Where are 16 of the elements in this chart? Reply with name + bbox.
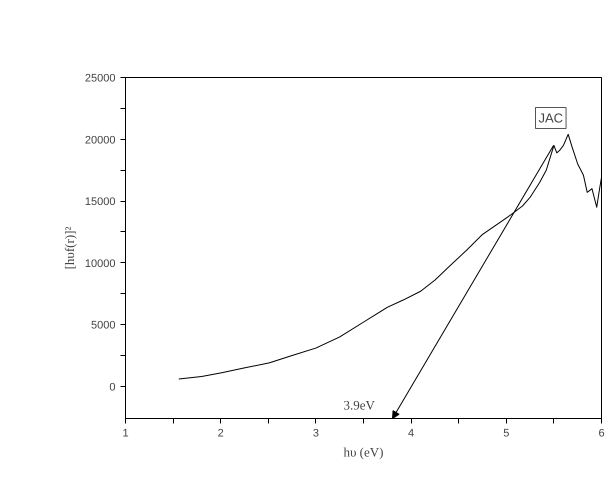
y-tick-label: 10000 bbox=[84, 258, 116, 270]
y-tick-label: 25000 bbox=[84, 72, 116, 84]
y-tick-label: 15000 bbox=[84, 196, 116, 208]
annotation: JAC bbox=[538, 110, 564, 126]
x-tick-label: 4 bbox=[408, 428, 414, 440]
x-tick-label: 6 bbox=[598, 428, 605, 440]
x-axis-title: hυ (eV) bbox=[344, 444, 384, 460]
x-tick-label: 3 bbox=[312, 428, 319, 440]
y-tick-label: 0 bbox=[109, 381, 116, 394]
y-tick-label: 20000 bbox=[84, 134, 116, 146]
annotation: 3.9eV bbox=[344, 398, 376, 412]
y-tick-label: 5000 bbox=[91, 320, 116, 332]
x-tick-label: 5 bbox=[503, 428, 510, 440]
x-tick-label: 2 bbox=[218, 428, 224, 440]
y-axis-title: [hυf(r)]² bbox=[62, 226, 77, 270]
x-tick-label: 1 bbox=[122, 428, 129, 440]
